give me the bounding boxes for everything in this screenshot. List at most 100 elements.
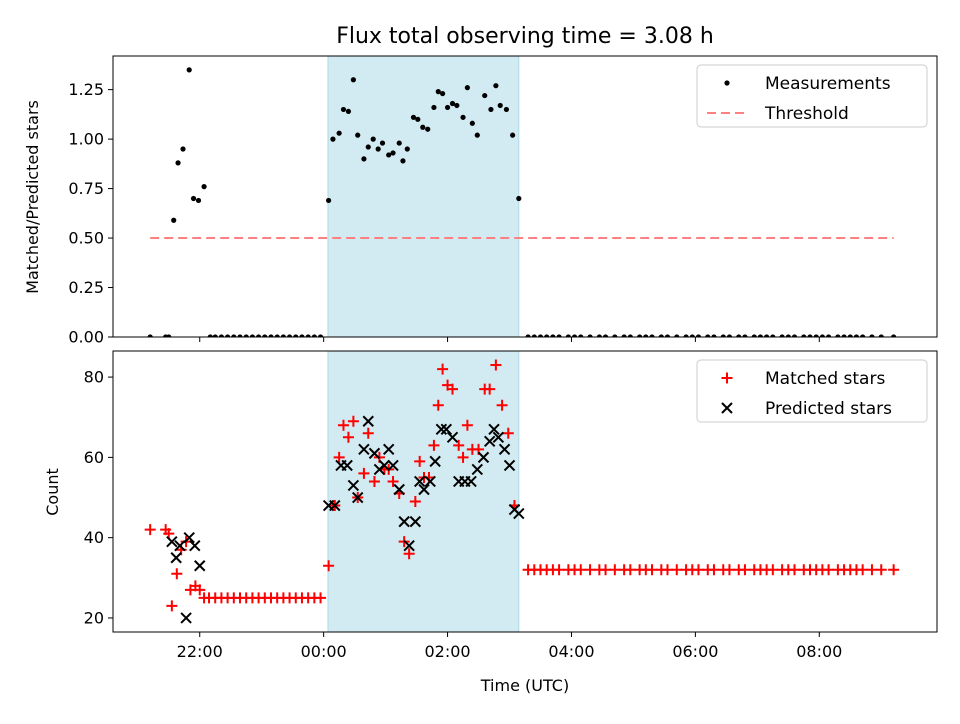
data-point [262, 334, 268, 337]
data-point [689, 334, 695, 337]
data-point [341, 459, 353, 472]
data-point [602, 334, 609, 337]
data-point [424, 475, 436, 488]
data-point [513, 507, 525, 520]
top-panel: Matched/Predicted stars 0.00 0.25 0.50 0.75… [23, 55, 938, 347]
data-point [496, 399, 508, 411]
data-point [683, 334, 689, 337]
legend: Matched stars Predicted stars [696, 359, 928, 423]
data-point [326, 197, 332, 204]
data-point [409, 515, 422, 528]
data-point [387, 459, 399, 472]
data-point [166, 535, 178, 548]
data-point [537, 334, 544, 337]
data-point [355, 132, 361, 138]
data-point [243, 334, 249, 337]
data-point [375, 146, 381, 152]
data-point [454, 102, 460, 109]
data-point [180, 146, 186, 152]
data-point [671, 564, 683, 576]
x-tick-label: 00:00 [301, 642, 347, 661]
data-point [311, 334, 317, 337]
data-point [166, 334, 172, 337]
data-point [695, 334, 702, 337]
data-point [365, 144, 371, 150]
data-point [345, 108, 352, 115]
data-point [490, 359, 502, 371]
x-axis-label: Time (UTC) [480, 676, 569, 695]
data-point [488, 423, 500, 435]
axes-frame [112, 350, 938, 633]
y-tick-label: 60 [84, 448, 104, 467]
data-point [336, 130, 342, 136]
data-point [428, 439, 440, 451]
data-point [708, 564, 720, 576]
data-point [866, 564, 878, 576]
legend-marker-matched [721, 372, 733, 384]
data-point [387, 475, 399, 487]
data-point [525, 334, 531, 337]
data-point [609, 564, 621, 576]
data-point [720, 334, 726, 337]
legend-label: Measurements [765, 74, 891, 94]
data-point [370, 136, 376, 142]
data-point [556, 334, 562, 337]
data-point [869, 334, 875, 337]
data-point [751, 334, 757, 337]
data-point [637, 334, 643, 337]
data-point [190, 195, 197, 202]
data-point [194, 584, 206, 596]
data-point [299, 334, 305, 337]
x-tick-label: 06:00 [672, 642, 718, 661]
data-point [789, 564, 801, 576]
data-point [483, 435, 496, 448]
data-point [627, 334, 633, 337]
data-point [553, 564, 565, 576]
x-tick-label: 08:00 [796, 642, 842, 661]
data-point [403, 548, 415, 560]
y-tick-label: 0.25 [68, 278, 104, 297]
data-point [174, 539, 186, 552]
data-point [195, 197, 202, 204]
data-point [482, 92, 488, 99]
data-point [565, 334, 571, 337]
bottom-panel: Count 20 40 60 80 22:00 00:00 02:00 04:00 06:00 0… [43, 350, 938, 661]
data-point [847, 334, 853, 337]
data-point [437, 363, 449, 375]
data-point [875, 564, 887, 576]
data-point [212, 334, 218, 337]
data-point [484, 383, 496, 395]
data-point [474, 132, 480, 138]
data-point [779, 334, 785, 337]
data-point [643, 334, 649, 337]
data-point [457, 451, 469, 463]
data-point [502, 427, 514, 439]
data-point [378, 459, 391, 472]
data-point [498, 443, 511, 456]
legend-box [696, 359, 928, 423]
data-point [785, 334, 791, 337]
data-point [444, 104, 451, 111]
data-point [315, 592, 327, 604]
y-tick-label: 1.00 [68, 130, 104, 149]
data-point [147, 334, 153, 337]
data-point [461, 419, 473, 431]
data-point [742, 334, 748, 337]
data-point [544, 334, 550, 337]
data-point [739, 564, 751, 576]
series-1 [147, 67, 897, 337]
data-point [736, 334, 742, 337]
data-point [274, 334, 280, 337]
data-point [624, 564, 636, 576]
plot-area [144, 359, 900, 624]
data-point [447, 383, 459, 395]
data-point [575, 564, 587, 576]
y-tick-label: 0.50 [68, 229, 104, 248]
bottom-y-axis-label: Count [43, 468, 62, 516]
series-2 [166, 415, 525, 624]
series-1 [144, 359, 900, 612]
data-point [404, 146, 410, 152]
data-point [186, 67, 192, 73]
data-point [471, 463, 484, 476]
